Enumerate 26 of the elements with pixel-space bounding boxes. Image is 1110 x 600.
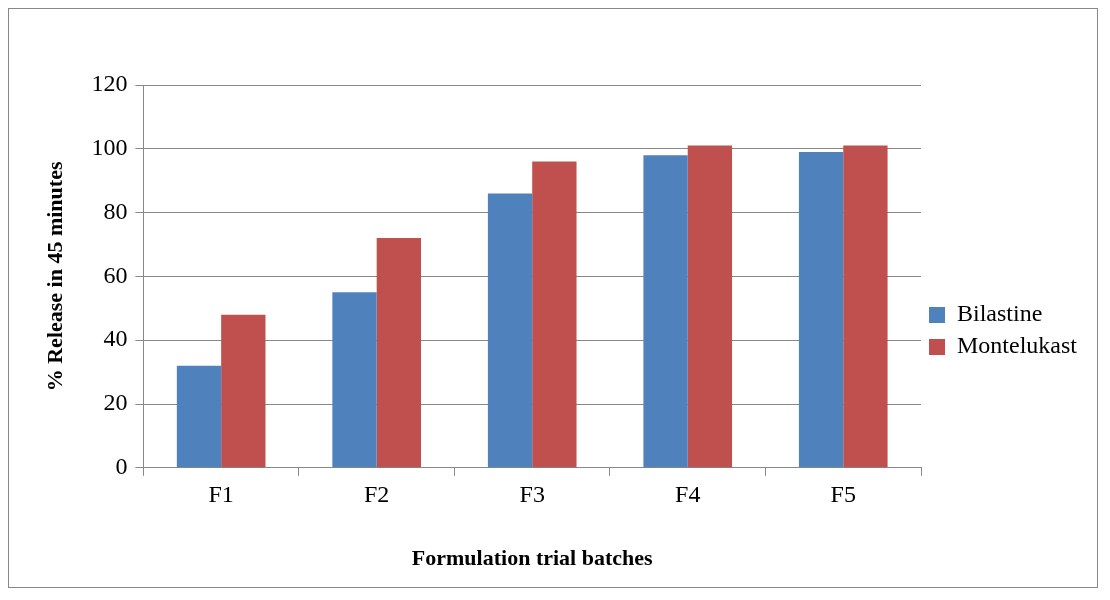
- y-tick-label: 60: [103, 261, 128, 288]
- bar: [798, 151, 844, 468]
- bar: [487, 193, 533, 468]
- legend-label: Montelukast: [957, 332, 1078, 359]
- y-tick-label: 120: [91, 70, 128, 97]
- y-tick-label: 80: [103, 197, 128, 224]
- x-tick-label: F4: [675, 481, 701, 508]
- y-axis-title: % Release in 45 minutes: [41, 161, 67, 392]
- bar: [532, 161, 577, 468]
- bar: [176, 365, 222, 468]
- bar: [687, 145, 733, 468]
- y-tick-label: 100: [91, 134, 128, 161]
- y-tick-label: 40: [103, 325, 128, 352]
- x-axis-title: Formulation trial batches: [411, 545, 654, 571]
- bar: [332, 292, 377, 468]
- y-tick-label: 0: [115, 453, 128, 480]
- bar: [843, 145, 888, 468]
- y-tick-label: 20: [103, 389, 128, 416]
- x-tick-label: F1: [208, 481, 234, 508]
- x-tick-label: F2: [364, 481, 390, 508]
- x-tick-label: F5: [830, 481, 856, 508]
- x-tick-label: F3: [519, 481, 545, 508]
- legend-label: Bilastine: [957, 300, 1043, 327]
- bar: [643, 155, 688, 468]
- bar: [376, 238, 422, 468]
- bar: [221, 314, 266, 468]
